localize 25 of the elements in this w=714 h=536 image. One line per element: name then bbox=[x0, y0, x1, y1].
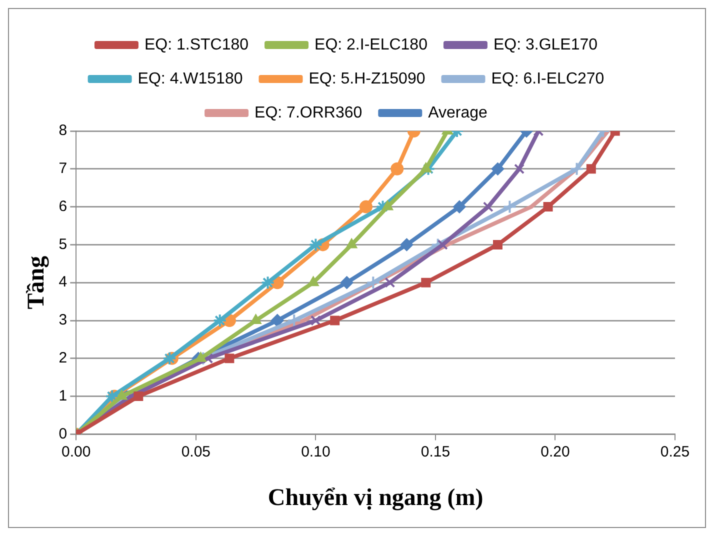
legend-label: EQ: 2.I-ELC180 bbox=[314, 36, 428, 54]
y-tick-label: 1 bbox=[58, 387, 68, 404]
y-tick-label: 8 bbox=[58, 122, 68, 140]
x-tick-label: 0.05 bbox=[181, 443, 211, 460]
legend-label: Average bbox=[428, 104, 488, 122]
y-axis-title: Tầng bbox=[24, 256, 50, 310]
x-tick-label: 0.15 bbox=[420, 443, 450, 460]
y-tick-label: 6 bbox=[58, 198, 68, 215]
x-axis-title: Chuyển vị ngang (m) bbox=[268, 484, 484, 511]
x-tick-label: 0.25 bbox=[660, 443, 690, 460]
y-tick-label: 3 bbox=[58, 312, 68, 329]
y-tick-label: 4 bbox=[58, 274, 68, 291]
y-tick-label: 7 bbox=[58, 160, 68, 178]
legend-label: EQ: 7.ORR360 bbox=[254, 104, 362, 122]
legend-label: EQ: 6.I-ELC270 bbox=[491, 70, 604, 88]
legend-label: EQ: 3.GLE170 bbox=[493, 36, 598, 54]
x-tick-label: 0.10 bbox=[301, 443, 330, 460]
x-tick-label: 0.00 bbox=[62, 443, 91, 460]
y-tick-label: 0 bbox=[58, 425, 68, 442]
legend-label: EQ: 5.H-Z15090 bbox=[308, 70, 426, 88]
x-tick-label: 0.20 bbox=[540, 443, 570, 460]
legend-label: EQ: 4.W15180 bbox=[138, 70, 243, 88]
y-tick-label: 2 bbox=[58, 350, 68, 367]
y-tick-label: 5 bbox=[58, 236, 68, 253]
legend-label: EQ: 1.STC180 bbox=[144, 36, 249, 54]
